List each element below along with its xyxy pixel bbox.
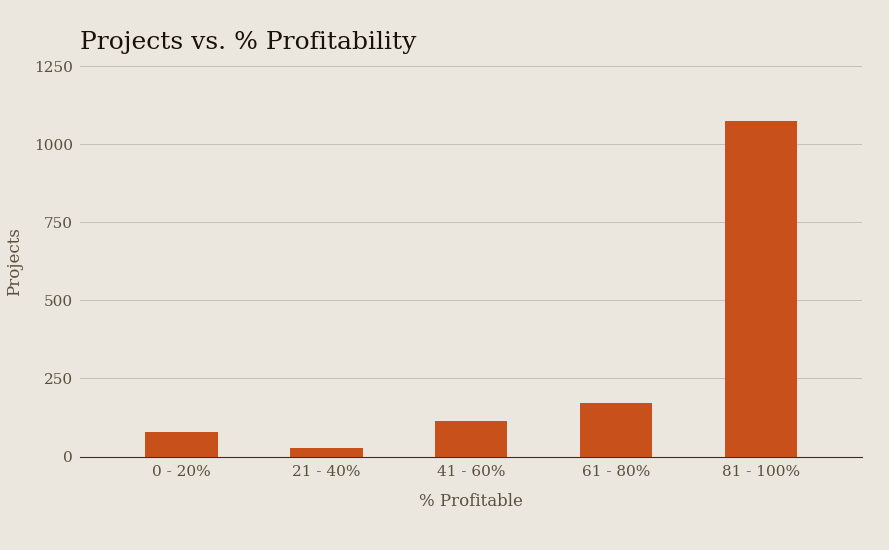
Bar bbox=[145, 432, 218, 456]
Bar bbox=[435, 421, 508, 456]
Text: Projects vs. % Profitability: Projects vs. % Profitability bbox=[80, 31, 416, 54]
Y-axis label: Projects: Projects bbox=[6, 227, 23, 296]
Bar bbox=[290, 448, 363, 456]
Bar bbox=[580, 403, 653, 456]
Bar bbox=[725, 120, 797, 456]
X-axis label: % Profitable: % Profitable bbox=[420, 493, 523, 510]
